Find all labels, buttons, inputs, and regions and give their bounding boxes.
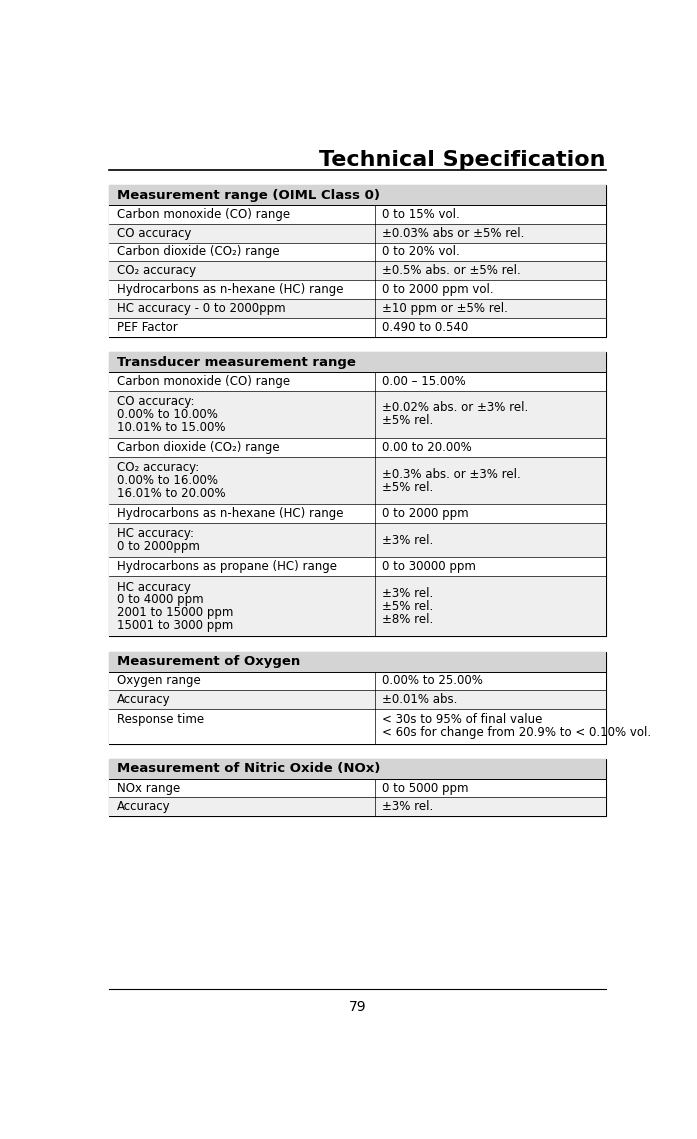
Text: HC accuracy: HC accuracy xyxy=(116,581,190,593)
Bar xyxy=(109,205,606,223)
Text: Accuracy: Accuracy xyxy=(116,694,170,706)
Bar xyxy=(109,262,606,280)
Bar xyxy=(109,352,606,637)
Bar xyxy=(109,523,606,557)
Text: Hydrocarbons as propane (HC) range: Hydrocarbons as propane (HC) range xyxy=(116,560,337,573)
Bar xyxy=(109,243,606,262)
Bar xyxy=(109,372,606,391)
Bar xyxy=(109,391,606,439)
Bar xyxy=(109,672,606,690)
Bar xyxy=(109,779,606,797)
Text: 0.00% to 16.00%: 0.00% to 16.00% xyxy=(116,474,217,487)
Text: 0 to 30000 ppm: 0 to 30000 ppm xyxy=(383,560,476,573)
Text: CO accuracy: CO accuracy xyxy=(116,227,191,239)
Bar xyxy=(109,186,606,337)
Bar xyxy=(109,652,606,744)
Bar xyxy=(109,352,606,372)
Bar xyxy=(109,300,606,318)
Text: 0 to 20% vol.: 0 to 20% vol. xyxy=(383,246,460,259)
Text: 15001 to 3000 ppm: 15001 to 3000 ppm xyxy=(116,620,233,632)
Text: Response time: Response time xyxy=(116,713,204,727)
Text: 0.00% to 10.00%: 0.00% to 10.00% xyxy=(116,408,217,421)
Bar xyxy=(109,710,606,744)
Text: 0.490 to 0.540: 0.490 to 0.540 xyxy=(383,321,468,334)
Bar xyxy=(109,223,606,243)
Text: < 60s for change from 20.9% to < 0.10% vol.: < 60s for change from 20.9% to < 0.10% v… xyxy=(383,727,652,739)
Text: ±3% rel.: ±3% rel. xyxy=(383,534,434,547)
Text: ±0.01% abs.: ±0.01% abs. xyxy=(383,694,458,706)
Text: 0 to 2000 ppm: 0 to 2000 ppm xyxy=(383,507,469,521)
Bar xyxy=(109,759,606,817)
Text: Accuracy: Accuracy xyxy=(116,801,170,813)
Text: ±3% rel.: ±3% rel. xyxy=(383,801,434,813)
Text: Carbon dioxide (CO₂) range: Carbon dioxide (CO₂) range xyxy=(116,246,279,259)
Text: ±5% rel.: ±5% rel. xyxy=(383,415,434,427)
Text: Hydrocarbons as n-hexane (HC) range: Hydrocarbons as n-hexane (HC) range xyxy=(116,507,343,521)
Bar xyxy=(109,557,606,576)
Text: 2001 to 15000 ppm: 2001 to 15000 ppm xyxy=(116,606,233,620)
Text: 0 to 2000 ppm vol.: 0 to 2000 ppm vol. xyxy=(383,284,494,296)
Text: 0.00% to 25.00%: 0.00% to 25.00% xyxy=(383,674,483,688)
Bar xyxy=(109,318,606,337)
Text: 10.01% to 15.00%: 10.01% to 15.00% xyxy=(116,421,225,434)
Text: Technical Specification: Technical Specification xyxy=(319,149,606,170)
Text: CO₂ accuracy: CO₂ accuracy xyxy=(116,264,196,278)
Bar xyxy=(109,186,606,205)
Text: HC accuracy - 0 to 2000ppm: HC accuracy - 0 to 2000ppm xyxy=(116,302,285,316)
Text: ±10 ppm or ±5% rel.: ±10 ppm or ±5% rel. xyxy=(383,302,508,316)
Bar xyxy=(109,690,606,710)
Text: ±5% rel.: ±5% rel. xyxy=(383,481,434,493)
Text: ±0.5% abs. or ±5% rel.: ±0.5% abs. or ±5% rel. xyxy=(383,264,521,278)
Text: 0 to 2000ppm: 0 to 2000ppm xyxy=(116,540,199,554)
Text: 16.01% to 20.00%: 16.01% to 20.00% xyxy=(116,487,225,500)
Bar xyxy=(109,759,606,779)
Text: Measurement of Oxygen: Measurement of Oxygen xyxy=(116,655,300,669)
Text: PEF Factor: PEF Factor xyxy=(116,321,177,334)
Text: Hydrocarbons as n-hexane (HC) range: Hydrocarbons as n-hexane (HC) range xyxy=(116,284,343,296)
Text: < 30s to 95% of final value: < 30s to 95% of final value xyxy=(383,713,543,727)
Text: ±8% rel.: ±8% rel. xyxy=(383,613,434,625)
Text: Measurement range (OIML Class 0): Measurement range (OIML Class 0) xyxy=(116,189,380,202)
Bar xyxy=(109,439,606,457)
Text: ±0.3% abs. or ±3% rel.: ±0.3% abs. or ±3% rel. xyxy=(383,468,521,481)
Bar xyxy=(109,505,606,523)
Text: Carbon dioxide (CO₂) range: Carbon dioxide (CO₂) range xyxy=(116,441,279,454)
Text: ±3% rel.: ±3% rel. xyxy=(383,587,434,600)
Text: 0.00 to 20.00%: 0.00 to 20.00% xyxy=(383,441,472,454)
Text: Oxygen range: Oxygen range xyxy=(116,674,200,688)
Text: ±0.02% abs. or ±3% rel.: ±0.02% abs. or ±3% rel. xyxy=(383,401,528,415)
Text: Carbon monoxide (CO) range: Carbon monoxide (CO) range xyxy=(116,207,290,221)
Text: 0 to 15% vol.: 0 to 15% vol. xyxy=(383,207,460,221)
Bar xyxy=(109,280,606,300)
Text: 0 to 5000 ppm: 0 to 5000 ppm xyxy=(383,781,469,795)
Text: 0.00 – 15.00%: 0.00 – 15.00% xyxy=(383,375,466,388)
Text: CO₂ accuracy:: CO₂ accuracy: xyxy=(116,461,199,474)
Text: 79: 79 xyxy=(348,1000,366,1014)
Bar xyxy=(109,457,606,505)
Bar xyxy=(109,797,606,817)
Text: CO accuracy:: CO accuracy: xyxy=(116,395,194,408)
Text: HC accuracy:: HC accuracy: xyxy=(116,527,194,540)
Text: Carbon monoxide (CO) range: Carbon monoxide (CO) range xyxy=(116,375,290,388)
Bar xyxy=(109,576,606,637)
Text: 0 to 4000 ppm: 0 to 4000 ppm xyxy=(116,593,204,606)
Text: ±5% rel.: ±5% rel. xyxy=(383,600,434,613)
Text: ±0.03% abs or ±5% rel.: ±0.03% abs or ±5% rel. xyxy=(383,227,525,239)
Text: Transducer measurement range: Transducer measurement range xyxy=(116,355,355,369)
Text: Measurement of Nitric Oxide (NOx): Measurement of Nitric Oxide (NOx) xyxy=(116,762,380,776)
Bar xyxy=(109,652,606,672)
Text: NOx range: NOx range xyxy=(116,781,180,795)
